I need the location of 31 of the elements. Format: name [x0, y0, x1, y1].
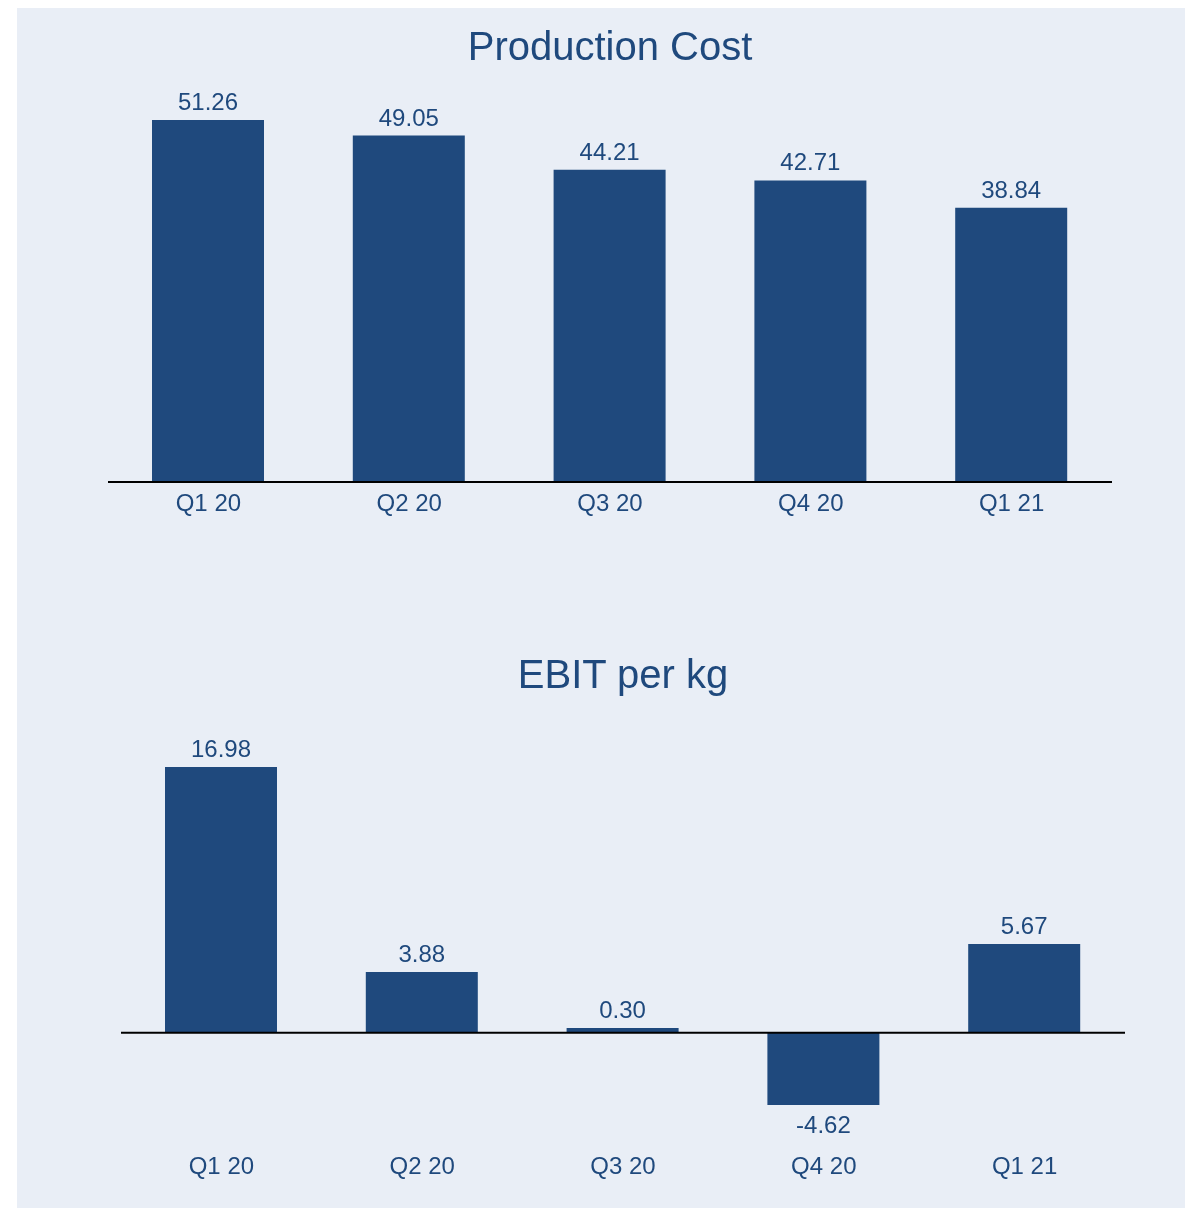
data-label: 38.84: [981, 175, 1042, 203]
bar: [152, 120, 264, 482]
data-label: 3.88: [398, 939, 446, 967]
data-label: 44.21: [579, 137, 640, 165]
bar: [955, 207, 1068, 482]
data-label: 16.98: [190, 735, 252, 762]
data-label: 5.67: [1000, 911, 1048, 939]
data-label: 0.30: [599, 996, 646, 1024]
x-tick-label: Q4 20: [778, 489, 844, 517]
x-tick-label: Q3 20: [577, 489, 643, 517]
bar: [754, 180, 867, 482]
bar: [968, 943, 1081, 1033]
data-label: -4.62: [796, 1111, 851, 1138]
data-label: 51.26: [177, 88, 239, 115]
bar: [165, 767, 277, 1033]
data-label: 42.71: [780, 148, 841, 176]
bar: [767, 1032, 880, 1105]
x-tick-label: Q1 21: [991, 1152, 1058, 1180]
x-tick-label: Q2 20: [376, 489, 442, 517]
chart-title: Production Cost: [466, 23, 754, 70]
bar: [352, 135, 465, 482]
x-tick-label: Q3 20: [590, 1152, 656, 1180]
chart-title: EBIT per kg: [516, 651, 730, 698]
x-tick-label: Q4 20: [791, 1152, 857, 1180]
bar: [553, 169, 666, 482]
x-tick-label: Q1 20: [175, 489, 242, 517]
x-tick-label: Q1 21: [978, 489, 1045, 517]
x-tick-label: Q2 20: [389, 1152, 455, 1180]
bar: [365, 971, 478, 1033]
x-tick-label: Q1 20: [188, 1152, 255, 1180]
data-label: 49.05: [378, 103, 439, 131]
